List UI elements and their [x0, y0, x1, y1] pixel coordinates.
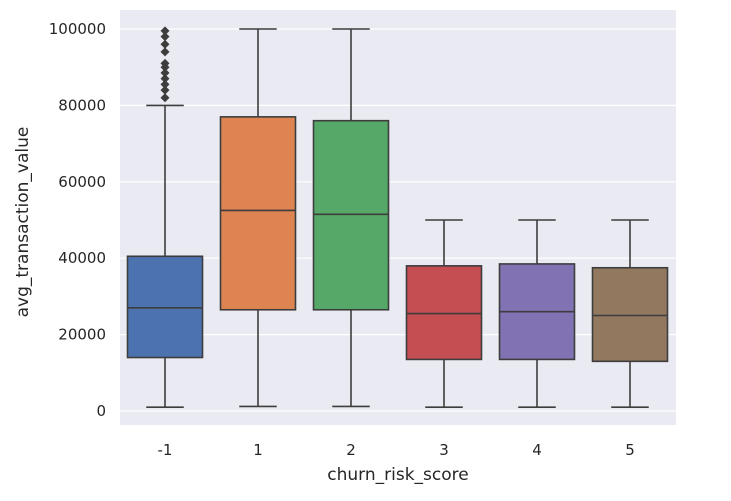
- box-2: [312, 28, 390, 408]
- outlier-point: [160, 32, 170, 42]
- y-tick-labels: 0 20000 40000 60000 80000 100000: [49, 20, 106, 420]
- outlier-point: [160, 85, 170, 95]
- box-4: [498, 219, 576, 408]
- iqr-box: [126, 255, 204, 359]
- iqr-box: [405, 265, 483, 361]
- outlier-point: [160, 79, 170, 89]
- iqr-box: [591, 266, 669, 363]
- box-1: [219, 28, 297, 408]
- outlier-point: [160, 74, 170, 84]
- outlier-point: [160, 47, 170, 57]
- boxes: [126, 26, 669, 408]
- box-3: [405, 219, 483, 408]
- plot-area: [120, 10, 676, 425]
- y-tick-label: 40000: [58, 249, 106, 267]
- iqr-box: [219, 116, 297, 311]
- outlier-point: [160, 26, 170, 36]
- gridlines: [120, 28, 676, 412]
- x-axis-label: churn_risk_score: [327, 465, 468, 485]
- x-tick-label: 4: [532, 441, 542, 459]
- x-tick-label: 1: [253, 441, 263, 459]
- y-tick-label: 100000: [49, 20, 106, 38]
- x-tick-labels: -1 1 2 3 4 5: [158, 441, 635, 459]
- iqr-box: [312, 119, 390, 311]
- outlier-point: [160, 93, 170, 103]
- y-tick-label: 60000: [58, 173, 106, 191]
- y-tick-label: 0: [96, 402, 106, 420]
- x-tick-label: 5: [625, 441, 635, 459]
- box--1: [126, 26, 204, 408]
- x-tick-label: 2: [346, 441, 356, 459]
- y-tick-label: 20000: [58, 326, 106, 344]
- outlier-point: [160, 68, 170, 78]
- outlier-point: [160, 39, 170, 49]
- x-tick-label: -1: [158, 441, 173, 459]
- y-tick-label: 80000: [58, 96, 106, 114]
- y-axis-label: avg_transaction_value: [13, 127, 33, 318]
- outlier-point: [160, 58, 170, 68]
- box-5: [591, 219, 669, 408]
- x-tick-label: 3: [439, 441, 449, 459]
